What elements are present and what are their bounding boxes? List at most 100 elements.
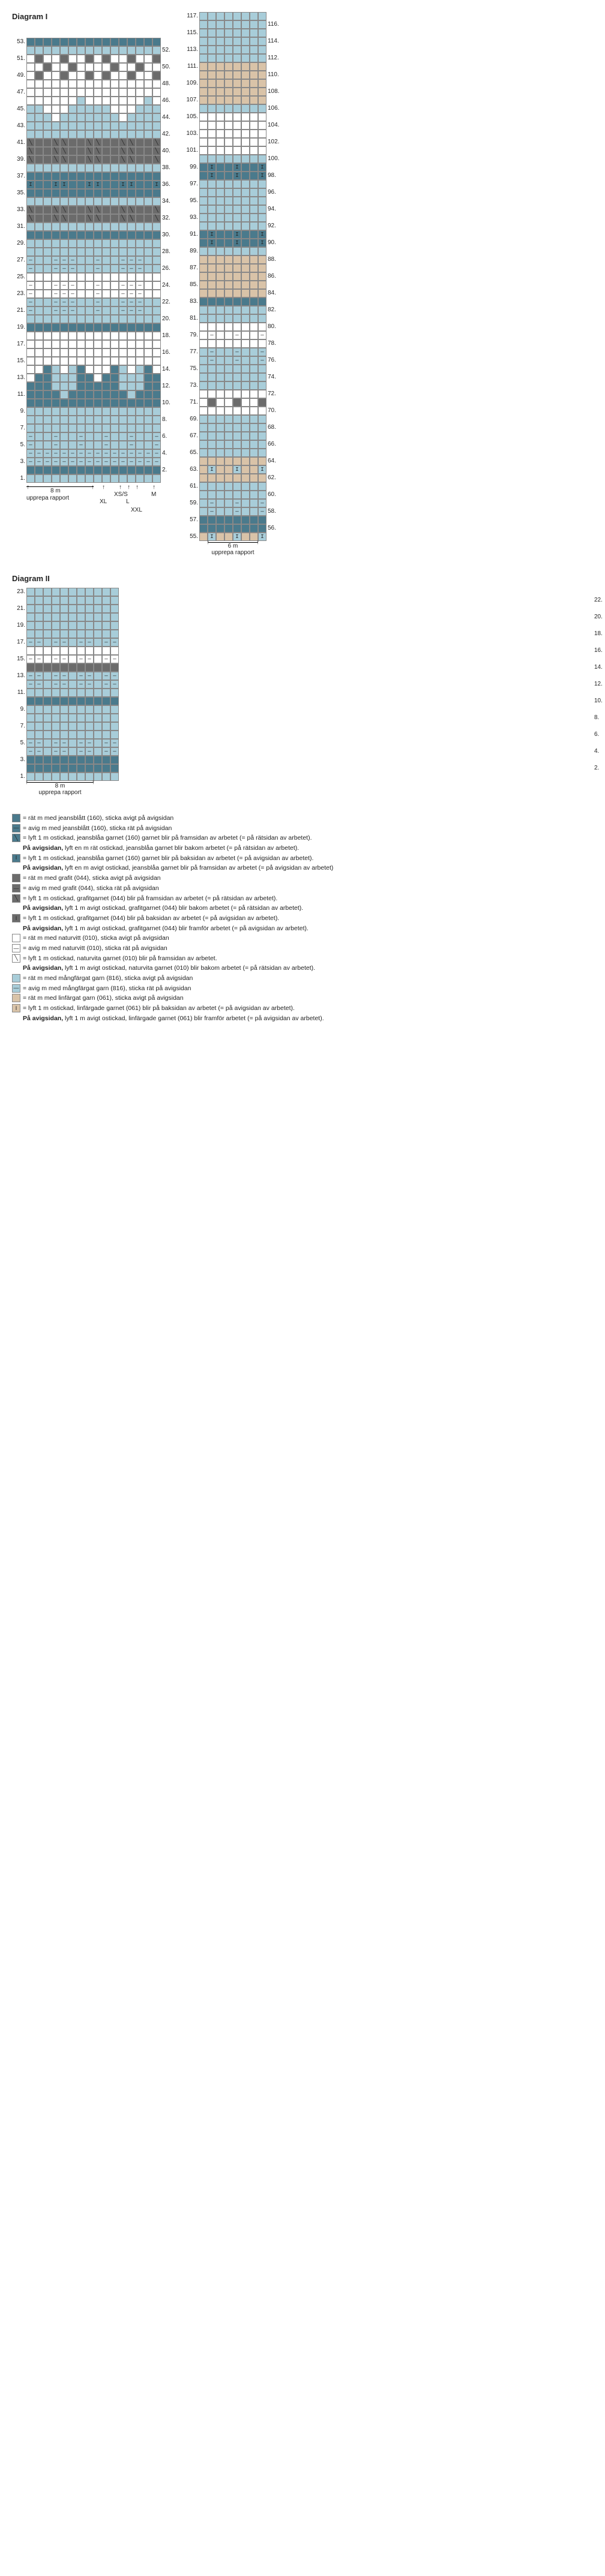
cell: [35, 588, 43, 596]
cell: [199, 197, 208, 205]
cell: [216, 146, 224, 155]
cell: —: [94, 281, 102, 290]
cell: [144, 189, 152, 197]
cell: [110, 71, 119, 80]
cell: [127, 164, 136, 172]
cell: [152, 382, 161, 390]
cell: [250, 432, 258, 440]
cell: [224, 398, 233, 407]
cell: [208, 46, 216, 54]
cell: [199, 264, 208, 272]
cell: [144, 172, 152, 181]
cell: [216, 348, 224, 356]
cell: [68, 130, 77, 139]
cell: —: [208, 356, 216, 365]
cell: [250, 230, 258, 239]
cell: [119, 382, 127, 390]
cell: [241, 247, 250, 256]
cell: [60, 773, 68, 781]
cell: [208, 29, 216, 37]
cell: [224, 465, 233, 474]
cell: [208, 12, 216, 20]
cell: [208, 222, 216, 230]
cell: [136, 80, 144, 88]
cell: [152, 80, 161, 88]
cell: [68, 382, 77, 390]
cell: [94, 189, 102, 197]
cell: [250, 12, 258, 20]
cell: [250, 130, 258, 138]
cell: [94, 638, 102, 647]
cell: [119, 105, 127, 113]
cell: [233, 197, 241, 205]
cell: [233, 281, 241, 289]
cell: [250, 381, 258, 390]
cell: —: [127, 264, 136, 273]
cell: [43, 323, 52, 332]
cell: [152, 290, 161, 298]
cell: [43, 248, 52, 256]
cell: [77, 663, 85, 672]
cell: [127, 113, 136, 122]
cell: [68, 739, 77, 747]
cell: [77, 722, 85, 731]
cell: [26, 474, 35, 483]
cell: ╲: [52, 214, 60, 223]
cell: [258, 12, 266, 20]
cell: [119, 357, 127, 365]
cell: [60, 722, 68, 731]
cell: [241, 180, 250, 188]
cell: [94, 357, 102, 365]
cell: [216, 205, 224, 214]
cell: [241, 281, 250, 289]
cell: [110, 130, 119, 139]
cell: [110, 306, 119, 315]
cell: [102, 172, 110, 181]
cell: [224, 239, 233, 247]
cell: —: [110, 747, 119, 756]
cell: [224, 533, 233, 541]
cell: [60, 697, 68, 705]
cell: [26, 223, 35, 231]
cell: [144, 113, 152, 122]
cell: ╲: [94, 147, 102, 155]
cell: [216, 465, 224, 474]
cell: [85, 390, 94, 399]
cell: [102, 605, 110, 613]
cell: [136, 139, 144, 147]
cell: [85, 97, 94, 105]
cell: [208, 440, 216, 449]
cell: [233, 79, 241, 88]
cell: [68, 680, 77, 689]
cell: [94, 747, 102, 756]
cell: [224, 71, 233, 79]
cell: [110, 365, 119, 374]
cell: [35, 365, 43, 374]
cell: ╲: [127, 206, 136, 214]
cell: [199, 138, 208, 146]
cell: [102, 323, 110, 332]
cell: [35, 63, 43, 71]
cell: I: [258, 533, 266, 541]
cell: [224, 390, 233, 398]
cell: [144, 340, 152, 348]
cell: [136, 189, 144, 197]
cell: [224, 54, 233, 62]
cell: —: [127, 432, 136, 441]
cell: [85, 348, 94, 357]
cell: [52, 323, 60, 332]
cell: [144, 466, 152, 474]
cell: [152, 231, 161, 239]
cell: ╲: [85, 139, 94, 147]
cell: —: [26, 449, 35, 458]
cell: [233, 155, 241, 163]
cell: [43, 206, 52, 214]
cell: [85, 340, 94, 348]
cell: [94, 680, 102, 689]
cell: [258, 373, 266, 381]
cell: [250, 297, 258, 306]
cell: [241, 457, 250, 465]
cell: [60, 605, 68, 613]
cell: [233, 146, 241, 155]
cell: [241, 407, 250, 415]
